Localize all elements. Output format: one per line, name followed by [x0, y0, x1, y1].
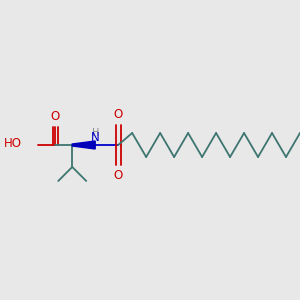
Text: O: O: [114, 108, 123, 121]
Text: H: H: [92, 128, 99, 138]
Text: HO: HO: [4, 136, 22, 149]
Polygon shape: [72, 141, 95, 149]
Text: N: N: [91, 131, 100, 144]
Text: O: O: [114, 169, 123, 182]
Text: O: O: [51, 110, 60, 123]
